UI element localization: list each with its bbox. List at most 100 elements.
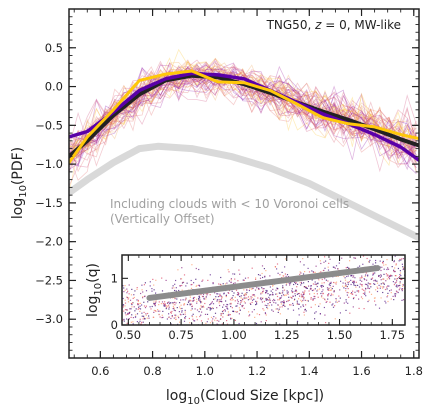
inset-point: [393, 284, 395, 286]
inset-point: [305, 286, 307, 288]
inset-point: [302, 258, 304, 260]
inset-point: [175, 318, 177, 321]
inset-point: [148, 317, 150, 319]
inset-point: [338, 295, 340, 297]
inset-point: [143, 316, 145, 319]
inset-point: [303, 292, 305, 294]
inset-point: [289, 304, 291, 306]
inset-point: [223, 304, 225, 306]
inset-point: [351, 292, 353, 294]
inset-point: [255, 304, 257, 306]
inset-point: [188, 317, 190, 320]
inset-point: [164, 304, 166, 306]
inset-point: [261, 265, 264, 267]
inset-point: [230, 278, 232, 280]
x-tick-label: 1.0: [196, 364, 214, 378]
inset-point: [378, 307, 381, 309]
inset-point: [311, 270, 313, 272]
inset-point: [323, 261, 325, 263]
inset-point: [179, 306, 181, 308]
inset-point: [291, 297, 293, 299]
inset-point: [139, 302, 142, 304]
y-tick-label: −2.5: [35, 273, 63, 287]
inset-point: [126, 318, 128, 320]
inset-point: [219, 318, 222, 320]
inset-point: [318, 305, 320, 307]
inset-point: [123, 287, 125, 289]
inset-point: [200, 320, 203, 322]
inset-point: [343, 302, 345, 304]
inset-point: [126, 322, 128, 324]
inset-point: [209, 322, 212, 324]
inset-point: [243, 294, 245, 296]
inset-point: [154, 310, 156, 312]
inset-point: [377, 287, 379, 289]
inset-point: [276, 295, 279, 298]
inset-point: [232, 310, 234, 312]
inset-point: [191, 283, 193, 286]
inset-point: [399, 258, 401, 260]
thin-lines-group: [69, 48, 417, 193]
inset-point: [248, 315, 250, 317]
inset-point: [290, 304, 292, 306]
inset-point: [386, 268, 388, 271]
inset-point: [207, 306, 209, 309]
inset-point: [350, 283, 352, 286]
inset-point: [263, 288, 265, 290]
x-tick-label: 0.6: [91, 364, 109, 378]
inset-point: [218, 283, 220, 285]
inset-point: [184, 309, 186, 311]
inset-point: [285, 284, 287, 286]
inset-point: [237, 301, 239, 303]
inset-point: [205, 322, 207, 324]
inset-point: [173, 317, 175, 319]
inset-point: [165, 279, 167, 281]
inset-point: [287, 291, 289, 293]
inset-point: [237, 280, 239, 282]
inset-point: [131, 306, 133, 308]
inset-point: [221, 312, 223, 315]
inset-point: [253, 309, 255, 311]
inset-point: [279, 298, 281, 300]
inset-point: [402, 284, 404, 286]
inset-point: [141, 321, 143, 323]
inset-point: [353, 297, 355, 299]
inset-point: [401, 299, 403, 301]
inset-point: [219, 283, 221, 285]
inset-point: [309, 288, 311, 290]
inset-point: [321, 286, 323, 288]
inset-point: [382, 287, 384, 289]
inset-point: [263, 268, 265, 270]
inset-point: [351, 293, 353, 295]
inset-point: [269, 294, 271, 296]
inset-point: [126, 296, 128, 298]
inset-point: [185, 297, 187, 299]
inset-point: [286, 300, 288, 303]
inset-point: [228, 292, 230, 294]
inset-point: [250, 303, 252, 305]
y-tick-label: −1.5: [35, 196, 63, 210]
inset-point: [127, 313, 130, 315]
inset-point: [214, 312, 217, 314]
inset-point: [334, 318, 336, 320]
inset-point: [321, 278, 323, 281]
inset-point: [393, 299, 395, 301]
plot-annotation: TNG50, z = 0, MW-like: [266, 18, 401, 32]
inset-point: [335, 265, 338, 267]
inset-point: [344, 282, 346, 284]
inset-point: [347, 282, 349, 284]
inset-point: [333, 290, 335, 292]
inset-point: [181, 310, 183, 312]
inset-point: [209, 304, 211, 306]
inset-point: [206, 294, 208, 296]
inset-point: [336, 301, 339, 303]
inset-point: [402, 258, 404, 260]
inset-point: [181, 289, 183, 291]
inset-point: [375, 259, 377, 262]
inset-y-tick-label: 1: [111, 271, 118, 285]
inset-point: [255, 322, 258, 325]
inset-point: [391, 275, 393, 277]
inset-point: [231, 317, 233, 319]
inset-point: [220, 284, 222, 286]
inset-point: [198, 298, 200, 300]
